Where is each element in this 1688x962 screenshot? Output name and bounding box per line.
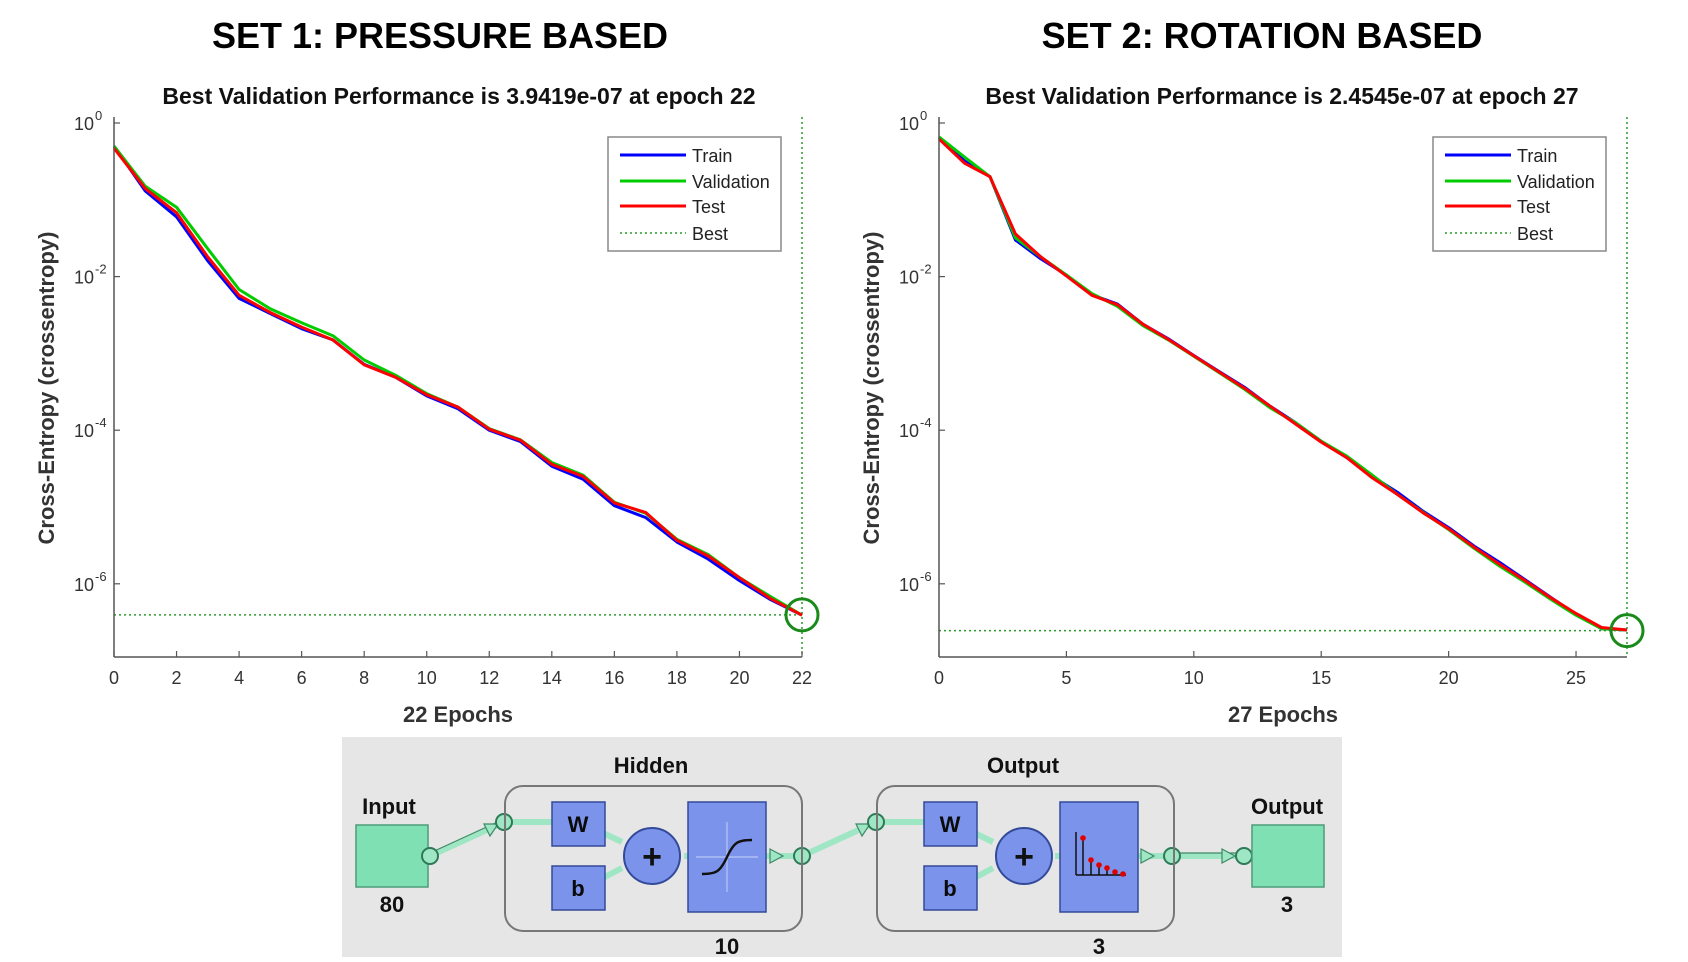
chart2-x-ticks: 0 5 10 15 20 25 (934, 651, 1586, 688)
y-tick-exponent: -2 (95, 262, 107, 277)
set1-title: SET 1: PRESSURE BASED (212, 15, 668, 56)
chart1-ylabel: Cross-Entropy (crossentropy) (34, 232, 59, 545)
best-point-marker (1609, 613, 1645, 649)
x-tick-label: 18 (667, 668, 687, 688)
output-layer-box (876, 785, 1175, 932)
output-sum-node (995, 827, 1053, 885)
chart2-series (937, 135, 1645, 649)
chart1-legend-test: Test (692, 197, 725, 217)
output-label: Output (1251, 794, 1324, 819)
x-tick-label: 0 (934, 668, 944, 688)
output-bias-label: b (943, 876, 956, 901)
y-tick-label: 10 (899, 268, 919, 288)
chart1-title: Best Validation Performance is 3.9419e-0… (162, 83, 755, 109)
y-tick-exponent: 0 (920, 108, 927, 123)
y-tick-label: 10 (74, 268, 94, 288)
set2-title: SET 2: ROTATION BASED (1042, 15, 1483, 56)
output-block (1251, 824, 1325, 888)
chart-set2: Best Validation Performance is 2.4545e-0… (859, 83, 1645, 727)
x-tick-label: 15 (1311, 668, 1331, 688)
softmax-icon (1075, 832, 1126, 877)
chart1-xlabel: 22 Epochs (403, 702, 513, 727)
chart2-xlabel: 27 Epochs (1228, 702, 1338, 727)
x-tick-label: 2 (172, 668, 182, 688)
chart2-legend-best: Best (1517, 224, 1553, 244)
x-tick-label: 5 (1061, 668, 1071, 688)
hidden-sum-symbol: + (642, 838, 662, 876)
x-tick-label: 20 (729, 668, 749, 688)
chart1-best-lines (114, 117, 803, 657)
chart2-legend-test: Test (1517, 197, 1550, 217)
y-tick-exponent: -4 (95, 415, 107, 430)
y-tick-exponent: -4 (920, 415, 932, 430)
hidden-layer-box (504, 785, 803, 932)
y-tick-label: 10 (74, 575, 94, 595)
network-background (342, 737, 1342, 957)
x-tick-label: 25 (1566, 668, 1586, 688)
output-layer-size: 3 (1093, 934, 1105, 957)
y-tick-exponent: -6 (920, 569, 932, 584)
x-tick-label: 12 (479, 668, 499, 688)
output-size: 3 (1281, 892, 1293, 917)
x-tick-label: 10 (1184, 668, 1204, 688)
chart2-legend-validation: Validation (1517, 172, 1595, 192)
network-diagram: Input 80 (342, 737, 1342, 959)
hidden-sum-node (623, 827, 681, 885)
hidden-weight-block (551, 801, 606, 847)
x-tick-label: 14 (542, 668, 562, 688)
chart1-series (112, 145, 820, 633)
hidden-label: Hidden (614, 753, 689, 778)
y-tick-label: 10 (899, 114, 919, 134)
output-transfer-block (1059, 801, 1139, 913)
connector-arrows (483, 823, 1237, 865)
chart1-legend-train: Train (692, 146, 732, 166)
series-line-test (112, 147, 803, 617)
series-line-test (937, 137, 1628, 632)
chart1-x-ticks: 0 2 4 6 8 10 12 14 16 18 20 22 (109, 651, 812, 688)
y-tick-label: 10 (74, 114, 94, 134)
output-bias-block (923, 865, 978, 911)
y-tick-label: 10 (899, 575, 919, 595)
input-size: 80 (380, 892, 404, 917)
hidden-bias-label: b (571, 876, 584, 901)
x-tick-label: 22 (792, 668, 812, 688)
y-tick-exponent: -2 (920, 262, 932, 277)
chart2-axes (938, 117, 1627, 658)
x-tick-label: 4 (234, 668, 244, 688)
best-point-marker (784, 597, 820, 633)
input-block (355, 824, 429, 888)
input-label: Input (362, 794, 416, 819)
chart2-legend: Train Validation Test Best (1432, 136, 1607, 252)
chart2-ylabel: Cross-Entropy (crossentropy) (859, 232, 884, 545)
chart2-legend-train: Train (1517, 146, 1557, 166)
chart1-legend-best: Best (692, 224, 728, 244)
x-tick-label: 0 (109, 668, 119, 688)
chart2-best-lines (939, 117, 1628, 657)
y-tick-exponent: 0 (95, 108, 102, 123)
output-weight-label: W (940, 812, 961, 837)
x-tick-label: 10 (417, 668, 437, 688)
y-tick-label: 10 (74, 421, 94, 441)
tansig-icon (696, 822, 758, 892)
x-tick-label: 6 (297, 668, 307, 688)
chart1-legend-validation: Validation (692, 172, 770, 192)
hidden-weight-label: W (568, 812, 589, 837)
output-layer-label: Output (987, 753, 1060, 778)
x-tick-label: 20 (1439, 668, 1459, 688)
hidden-size: 10 (715, 934, 739, 957)
output-weight-block (923, 801, 978, 847)
x-tick-label: 16 (604, 668, 624, 688)
chart1-legend: Train Validation Test Best (607, 136, 782, 252)
chart-set1: Best Validation Performance is 3.9419e-0… (34, 83, 820, 727)
x-tick-label: 8 (359, 668, 369, 688)
y-tick-exponent: -6 (95, 569, 107, 584)
chart2-title: Best Validation Performance is 2.4545e-0… (985, 83, 1578, 109)
chart1-axes (113, 117, 802, 658)
output-sum-symbol: + (1014, 838, 1034, 876)
hidden-bias-block (551, 865, 606, 911)
y-tick-label: 10 (899, 421, 919, 441)
